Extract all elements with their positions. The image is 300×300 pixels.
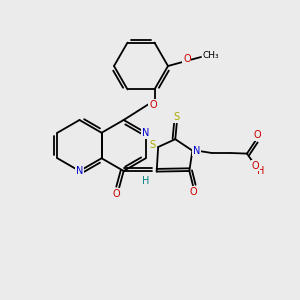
Text: N: N — [76, 166, 83, 176]
Text: O: O — [189, 187, 197, 197]
Text: O: O — [253, 130, 261, 140]
Text: O: O — [112, 189, 120, 199]
Text: CH₃: CH₃ — [202, 51, 219, 60]
Text: O: O — [149, 100, 157, 110]
Text: H: H — [257, 166, 264, 176]
Text: S: S — [174, 112, 180, 122]
Text: H: H — [142, 176, 150, 186]
Text: O: O — [183, 54, 191, 64]
Text: N: N — [142, 128, 149, 138]
Text: S: S — [150, 140, 156, 151]
Text: O: O — [252, 160, 259, 171]
Text: N: N — [193, 146, 200, 156]
